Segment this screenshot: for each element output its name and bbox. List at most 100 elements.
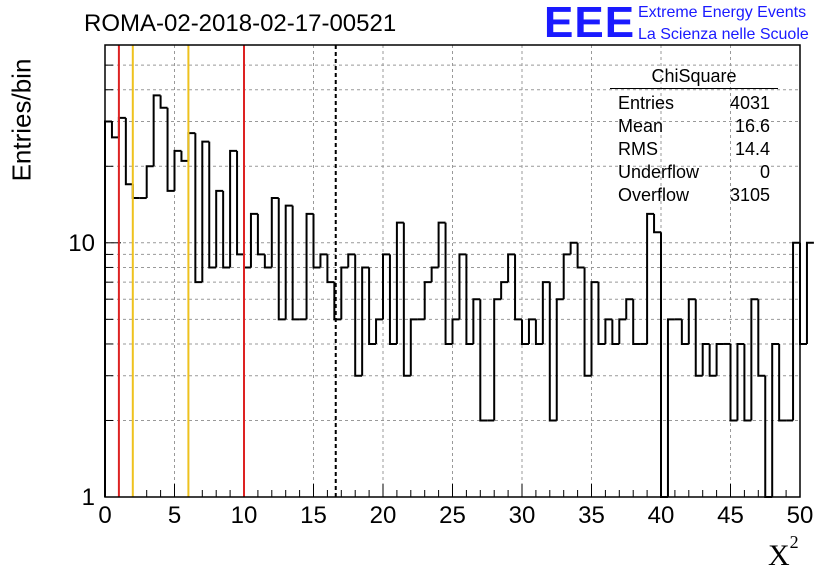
histogram-bin [152, 94, 161, 167]
x-tick-label: 20 [370, 502, 397, 529]
histogram-bin [402, 222, 411, 377]
histogram-bin [583, 267, 592, 377]
stats-label: Mean [618, 116, 664, 136]
histogram-bin [215, 189, 224, 268]
stats-value: 14.4 [734, 139, 770, 159]
x-axis-label-text: X [768, 539, 790, 572]
x-tick-label: 45 [717, 502, 744, 529]
histogram-bin [117, 116, 126, 138]
stats-title: ChiSquare [610, 66, 778, 89]
histogram-bin [208, 141, 217, 269]
stats-value: 16.6 [734, 116, 770, 136]
histogram-bin [562, 253, 571, 300]
histogram-bin [514, 254, 522, 321]
y-tick-label: 1 [82, 484, 95, 511]
histogram-bin [493, 298, 502, 421]
histogram-bin [291, 205, 300, 321]
histogram-bin [110, 121, 119, 139]
histogram-bin [708, 343, 717, 377]
histogram-bin [541, 281, 550, 344]
stats-row-underflow: Underflow 0 [610, 161, 778, 184]
histogram-bin [736, 342, 745, 421]
histogram-bin [771, 342, 780, 497]
run-title: ROMA-02-2018-02-17-00521 [84, 10, 397, 37]
histogram-bin [576, 242, 585, 269]
histogram-bin [666, 318, 675, 497]
histogram-bin [305, 212, 314, 320]
histogram-bin [632, 299, 641, 345]
histogram-bin [701, 342, 710, 376]
stats-row-mean: Mean 16.6 [610, 115, 778, 138]
histogram-bin [395, 221, 404, 344]
stats-row-overflow: Overflow 3105 [610, 184, 778, 207]
histogram-bin [340, 266, 349, 320]
histogram-bin [222, 190, 231, 269]
histogram-bin [187, 132, 196, 161]
histogram-bin [604, 318, 613, 344]
histogram-bin [180, 150, 189, 162]
histogram-bin [757, 299, 766, 377]
stats-row-entries: Entries 4031 [610, 92, 778, 115]
histogram-bin [104, 120, 112, 497]
histogram-bin [166, 107, 175, 192]
histogram-bin [527, 318, 536, 344]
histogram-bin [764, 375, 773, 498]
histogram-bin [263, 254, 272, 269]
histogram-bin [778, 343, 787, 422]
eee-logo-mark: EEE [544, 0, 636, 47]
histogram-bin [465, 254, 474, 345]
histogram-bin [145, 165, 154, 199]
histogram-bin [555, 298, 564, 421]
y-tick-label: 10 [68, 230, 95, 257]
stats-value: 4031 [729, 93, 770, 113]
histogram-bin [326, 254, 335, 284]
histogram-bin [646, 212, 655, 344]
reference-lines [117, 45, 337, 497]
histogram-bin [437, 221, 446, 268]
histogram-bin [507, 253, 516, 283]
histogram-bin [569, 241, 578, 255]
logo-line-1: Extreme Energy Events [638, 4, 807, 21]
histogram-bin [660, 232, 668, 498]
histogram-bin [534, 319, 543, 345]
stats-label: RMS [618, 139, 658, 159]
x-tick-label: 40 [648, 502, 675, 529]
stats-value: 3105 [729, 185, 770, 205]
histogram-bin [451, 318, 460, 344]
histogram-bin [792, 241, 800, 421]
histogram-bin [479, 299, 488, 422]
histogram-bin [361, 266, 370, 376]
x-tick-label: 5 [168, 502, 181, 529]
histogram-bin [590, 281, 599, 376]
x-tick-label: 50 [787, 502, 814, 529]
histogram-bin [312, 213, 321, 269]
histogram-bin [611, 319, 620, 345]
histogram-bin [805, 241, 814, 344]
histogram-bin [687, 298, 696, 344]
histogram-bin [375, 318, 383, 344]
histogram-bin [368, 267, 377, 345]
x-tick-label: 25 [439, 502, 466, 529]
stats-label: Underflow [618, 162, 700, 182]
plot-frame [104, 44, 801, 498]
x-tick-label: 35 [578, 502, 605, 529]
histogram-bin [243, 254, 251, 269]
histogram-bin [277, 198, 286, 321]
histogram-bin [409, 318, 418, 376]
x-tick-label: 15 [300, 502, 327, 529]
x-tick-label: 0 [98, 502, 111, 529]
histogram-bin [625, 298, 634, 320]
histogram-bin [270, 197, 279, 268]
histogram-bin [229, 149, 238, 268]
histogram-bin [423, 281, 432, 320]
x-axis-label: X2 [768, 532, 799, 573]
histogram-bin [680, 319, 689, 345]
histogram-bin [382, 253, 390, 320]
histogram-bin [124, 117, 133, 186]
histogram-bin [333, 282, 342, 321]
y-axis-label: Entries/bin [2, 50, 42, 190]
histogram-bin [472, 298, 481, 344]
histogram-bin [444, 222, 453, 345]
histogram-bin [743, 343, 752, 422]
